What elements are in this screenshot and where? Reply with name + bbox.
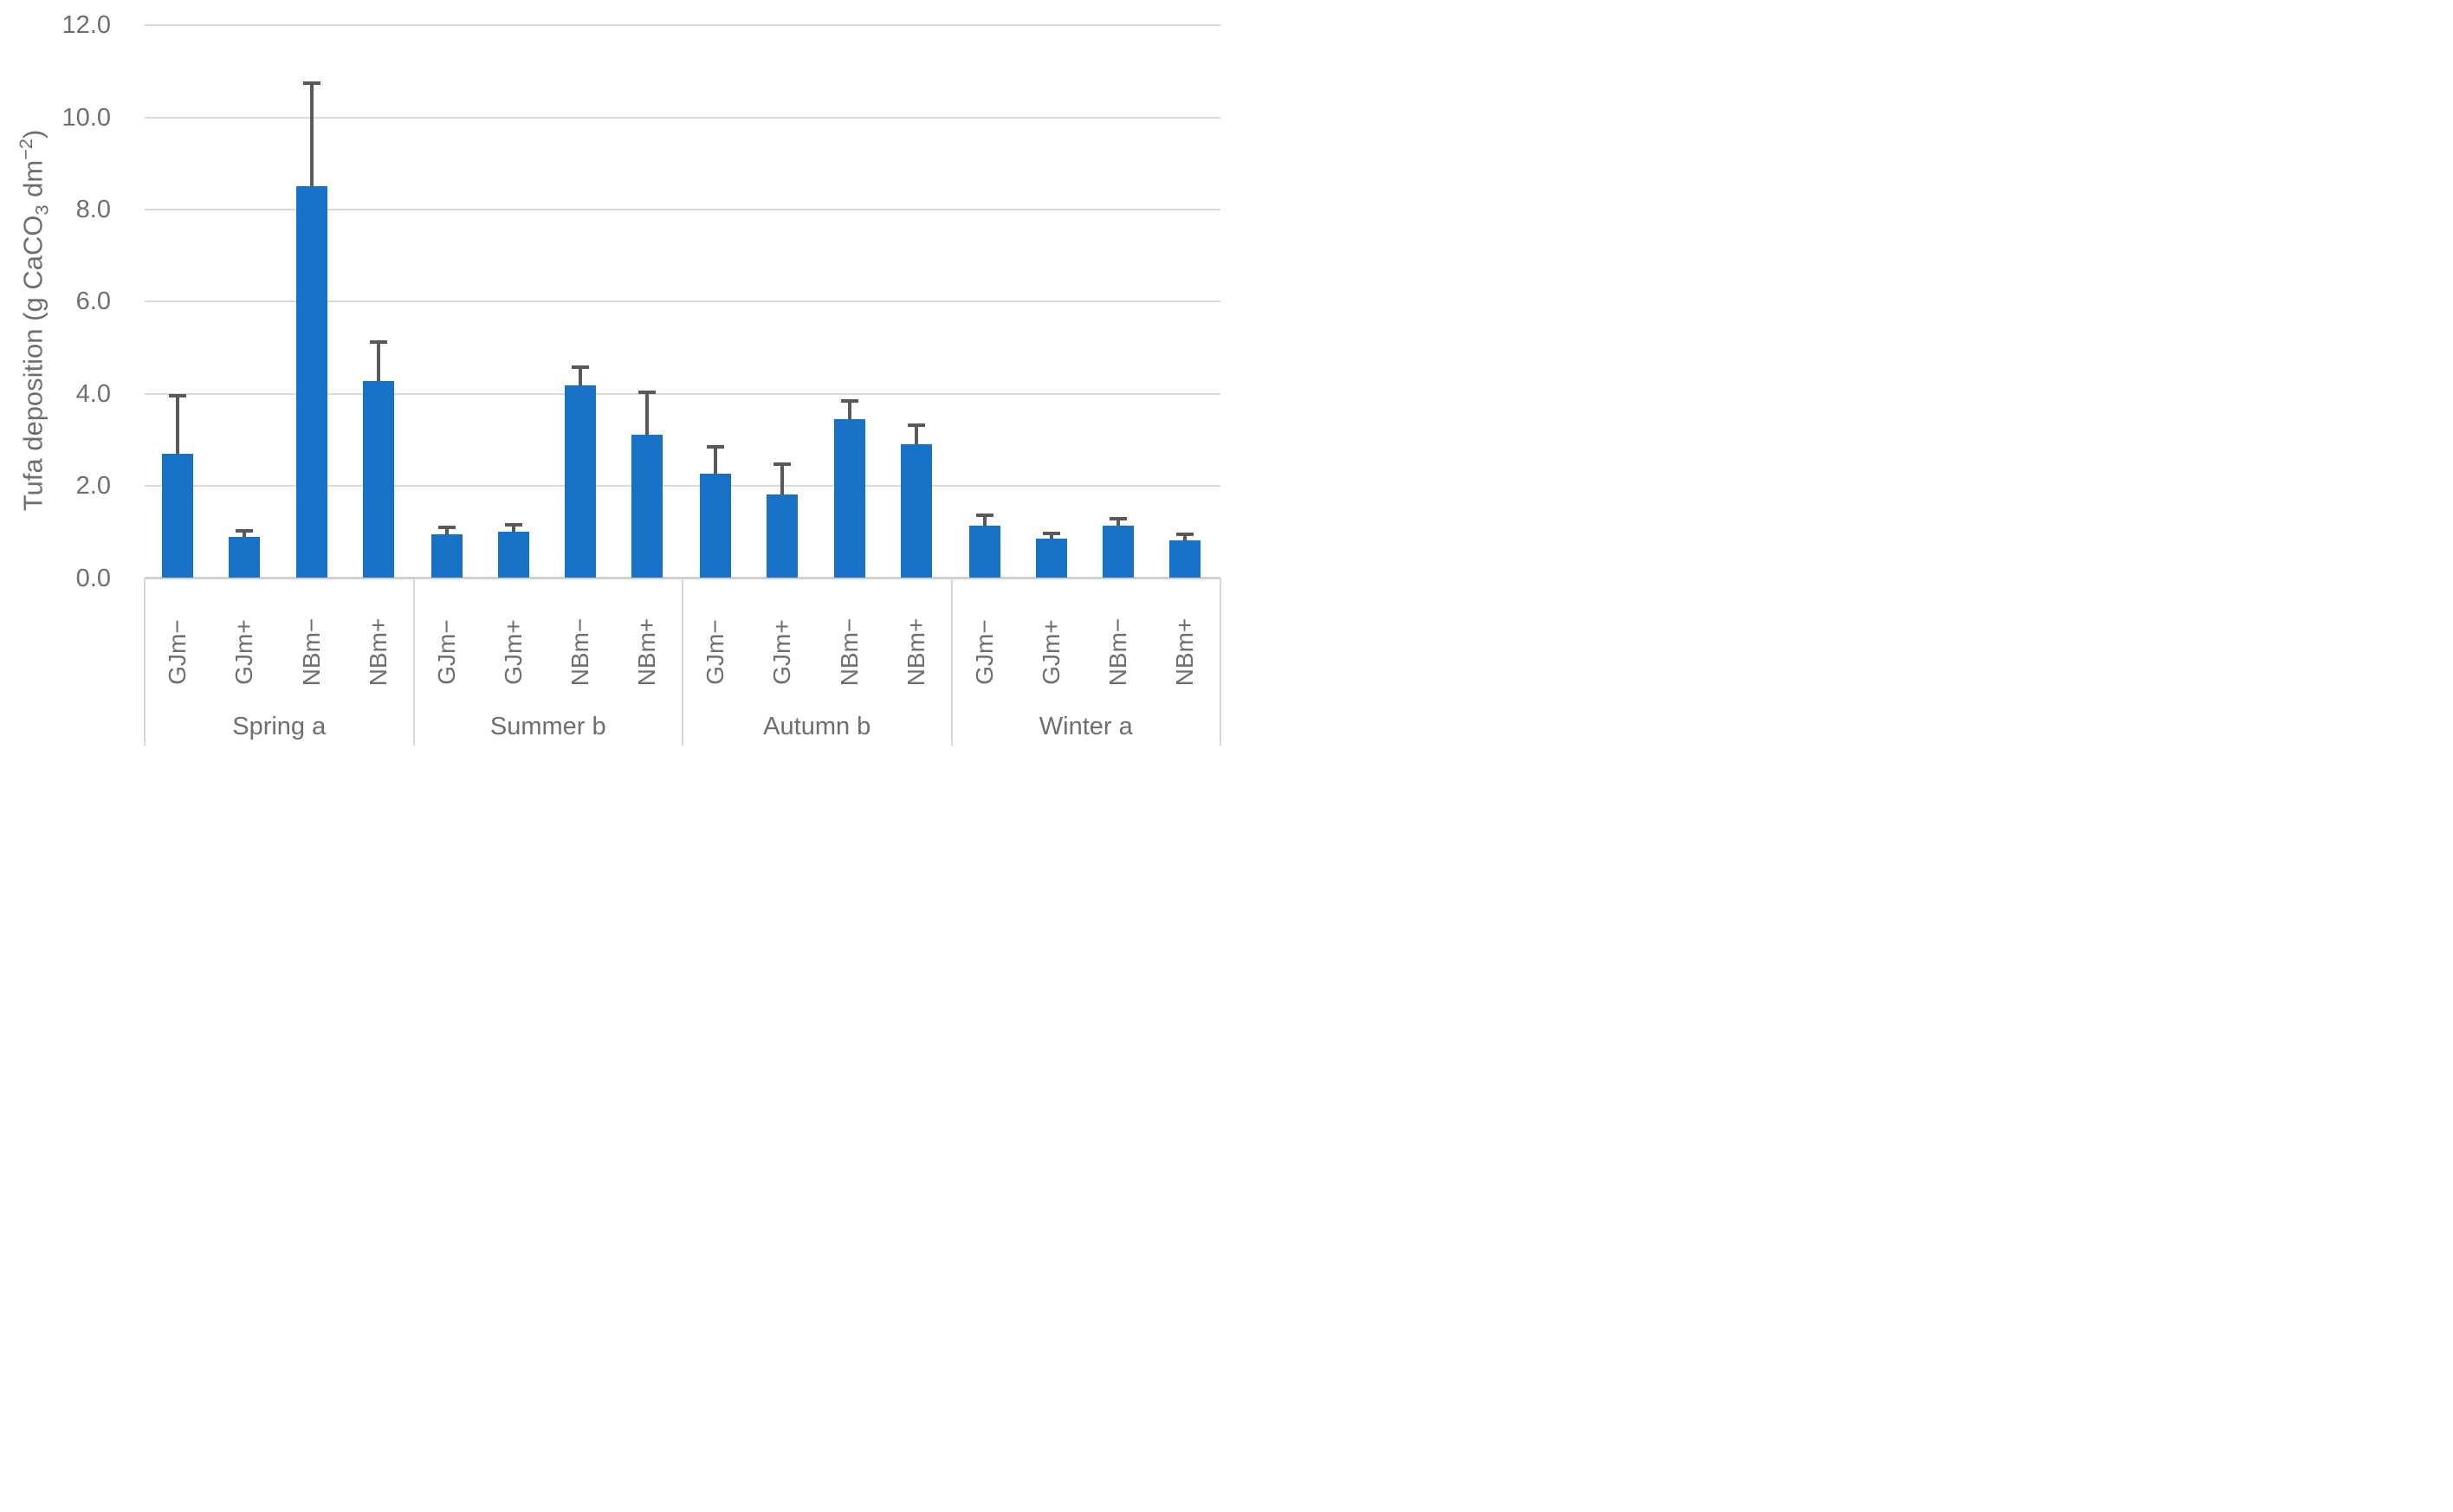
gridline-8.0 (145, 208, 1220, 210)
gridline-12.0 (145, 24, 1220, 27)
x-tick-label-NBm−: NBm− (835, 617, 863, 687)
gridline-2.0 (145, 485, 1220, 488)
bar-spring-NBm+ (362, 380, 394, 578)
error-bar-line (847, 401, 851, 420)
error-bar-line (914, 425, 918, 444)
x-tick-label-NBm+: NBm+ (1171, 617, 1199, 687)
season-label-summer: Summer b (489, 713, 606, 740)
bar-spring-NBm− (295, 186, 327, 578)
bar-winter-GJm+ (1035, 538, 1067, 578)
error-bar-line (982, 515, 987, 526)
error-bar-line (176, 396, 179, 454)
bar-autumn-GJm− (700, 474, 731, 578)
error-bar-cap (169, 394, 186, 398)
error-bar-cap (1176, 533, 1194, 537)
error-bar-cap (369, 339, 387, 344)
x-tick-label-GJm−: GJm− (164, 619, 191, 685)
error-bar-cap (1110, 516, 1127, 520)
error-bar-line (714, 446, 717, 475)
error-bar-cap (638, 391, 657, 395)
bar-winter-NBm+ (1169, 540, 1201, 578)
bar-summer-NBm+ (631, 434, 663, 578)
x-tick-label-GJm−: GJm− (432, 619, 460, 685)
y-tick-label: 10.0 (61, 103, 111, 132)
y-tick-label: 12.0 (61, 11, 111, 40)
bar-autumn-NBm− (833, 419, 865, 578)
error-bar-line (780, 464, 785, 495)
season-label-winter: Winter a (1039, 713, 1133, 740)
category-divider (950, 578, 953, 746)
x-tick-label-NBm+: NBm+ (902, 617, 929, 687)
category-divider (412, 578, 415, 746)
bar-summer-GJm+ (497, 531, 529, 578)
error-bar-cap (773, 462, 792, 467)
error-bar-cap (1042, 531, 1060, 535)
error-bar-cap (572, 365, 589, 369)
error-bar-cap (707, 444, 724, 449)
bar-winter-GJm− (968, 525, 1000, 578)
y-tick-label: 6.0 (75, 288, 111, 316)
y-tick-label: 0.0 (75, 564, 111, 592)
gridline-4.0 (145, 392, 1220, 395)
error-bar-line (376, 341, 380, 381)
x-tick-label-GJm+: GJm+ (768, 619, 796, 685)
x-tick-label-NBm−: NBm− (297, 617, 325, 687)
y-axis-title: Tufa deposition (g CaCO3 dm−2) (15, 129, 53, 512)
error-bar-line (444, 527, 449, 535)
x-tick-label-GJm+: GJm+ (499, 619, 527, 685)
error-bar-cap (236, 528, 254, 533)
bar-winter-NBm− (1103, 525, 1134, 578)
gridline-6.0 (145, 300, 1220, 303)
error-bar-line (309, 82, 314, 187)
x-tick-label-NBm+: NBm+ (364, 617, 392, 687)
x-tick-label-GJm−: GJm− (970, 619, 998, 685)
category-divider (144, 578, 146, 746)
bar-chart: Tufa deposition (g CaCO3 dm−2) 0.0 2.0 4.0… (0, 0, 1226, 756)
error-bar-cap (975, 514, 993, 518)
bar-spring-GJm− (162, 453, 193, 578)
bar-autumn-GJm+ (767, 494, 799, 578)
bar-autumn-NBm+ (900, 443, 932, 578)
y-tick-label: 4.0 (75, 379, 111, 408)
bar-summer-GJm− (430, 534, 463, 578)
category-divider (682, 578, 683, 746)
season-label-spring: Spring a (232, 713, 327, 740)
x-tick-label-GJm+: GJm+ (230, 619, 258, 685)
x-tick-label-NBm+: NBm+ (633, 617, 661, 687)
error-bar-cap (907, 423, 925, 428)
x-tick-label-GJm−: GJm− (702, 619, 728, 685)
y-tick-label: 8.0 (75, 195, 111, 223)
gridline-10.0 (145, 116, 1220, 119)
bar-summer-NBm− (565, 384, 596, 578)
error-bar-line (1049, 533, 1053, 539)
error-bar-cap (504, 523, 522, 527)
error-bar-cap (437, 525, 456, 529)
category-divider (1220, 578, 1221, 746)
error-bar-line (645, 392, 650, 435)
x-tick-label-NBm−: NBm− (566, 617, 593, 687)
x-tick-label-GJm+: GJm+ (1037, 619, 1065, 685)
error-bar-line (1183, 534, 1188, 540)
error-bar-cap (840, 399, 858, 404)
bar-spring-GJm+ (229, 536, 261, 578)
error-bar-line (243, 530, 247, 537)
season-label-autumn: Autumn b (763, 713, 871, 740)
x-tick-label-NBm−: NBm− (1104, 617, 1131, 687)
error-bar-line (511, 525, 515, 532)
error-bar-line (579, 366, 582, 385)
error-bar-line (1116, 518, 1120, 526)
y-tick-label: 2.0 (75, 472, 111, 501)
error-bar-cap (302, 81, 320, 85)
